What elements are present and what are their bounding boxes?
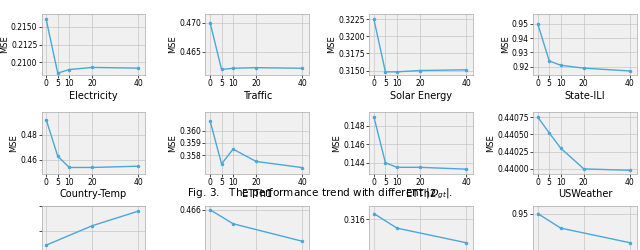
X-axis label: Country-Temp: Country-Temp [60, 189, 127, 199]
Y-axis label: MSE: MSE [10, 134, 19, 152]
Y-axis label: MSE: MSE [0, 36, 9, 54]
X-axis label: USWeather: USWeather [558, 189, 612, 199]
X-axis label: Electricity: Electricity [69, 90, 118, 101]
Text: Fig. 3.   The performance trend with different $|\mathcal{D}_{gt}|$.: Fig. 3. The performance trend with diffe… [187, 186, 453, 201]
X-axis label: ETTh2: ETTh2 [406, 189, 436, 199]
Y-axis label: MSE: MSE [501, 36, 510, 54]
X-axis label: Solar Energy: Solar Energy [390, 90, 452, 101]
Y-axis label: MSE: MSE [328, 36, 337, 54]
Y-axis label: MSE: MSE [168, 134, 177, 152]
X-axis label: Traffic: Traffic [243, 90, 272, 101]
Y-axis label: MSE: MSE [332, 134, 341, 152]
X-axis label: ETTh1: ETTh1 [242, 189, 273, 199]
X-axis label: State-ILI: State-ILI [564, 90, 605, 101]
Y-axis label: MSE: MSE [486, 134, 495, 152]
Y-axis label: MSE: MSE [168, 36, 177, 54]
